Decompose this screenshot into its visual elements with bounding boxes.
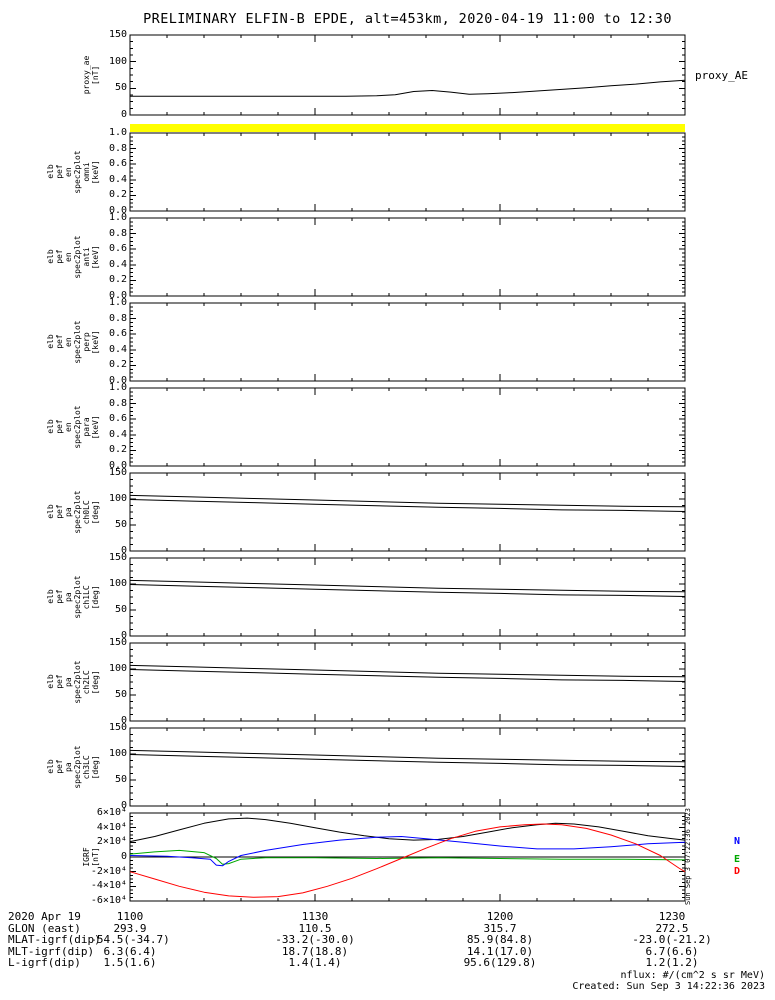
footer-created: Created: Sun Sep 3 14:22:36 2023: [572, 981, 765, 992]
footer-flux-units: nflux: #/(cm^2 s sr MeV): [620, 970, 766, 981]
pa_ch3-losscone-upper-trace: [129, 749, 686, 763]
proxy_ae-proxy_AE-trace: [130, 79, 686, 97]
panel-frame-en_anti: [129, 217, 686, 297]
pa_ch0-losscone-upper-trace: [129, 494, 686, 508]
data-traces: [129, 79, 686, 898]
proxy-ae-trace-label: proxy_AE: [695, 69, 748, 82]
panel-frame-en_para: [129, 387, 686, 467]
igrf-N-trace: [129, 836, 686, 867]
side-timestamp: Sun Sep 3 07:22:36 2023: [684, 808, 692, 906]
pa_ch0-losscone-lower-trace: [129, 499, 686, 512]
panel-frame-pa_ch1: [129, 557, 686, 637]
axes-and-ticks: [129, 34, 686, 902]
panel-frame-pa_ch2: [129, 642, 686, 722]
panel-frame-proxy_ae: [129, 34, 686, 116]
pa_ch2-losscone-lower-trace: [129, 669, 686, 682]
panel-frame-en_perp: [129, 302, 686, 382]
panel-frame-pa_ch3: [129, 727, 686, 807]
pa_ch1-losscone-lower-trace: [129, 584, 686, 597]
pa_ch1-losscone-upper-trace: [129, 579, 686, 593]
pa_ch3-losscone-lower-trace: [129, 754, 686, 767]
quality-highlight-bar: [130, 124, 685, 132]
igrf-D-trace: [129, 823, 686, 898]
plot-title: PRELIMINARY ELFIN-B EPDE, alt=453km, 202…: [143, 11, 672, 27]
igrf-E-trace: [129, 849, 686, 865]
pa_ch2-losscone-upper-trace: [129, 664, 686, 678]
igrf-B-trace: [129, 817, 686, 843]
panel-frame-pa_ch0: [129, 472, 686, 552]
panel-frame-en_omni: [129, 132, 686, 212]
